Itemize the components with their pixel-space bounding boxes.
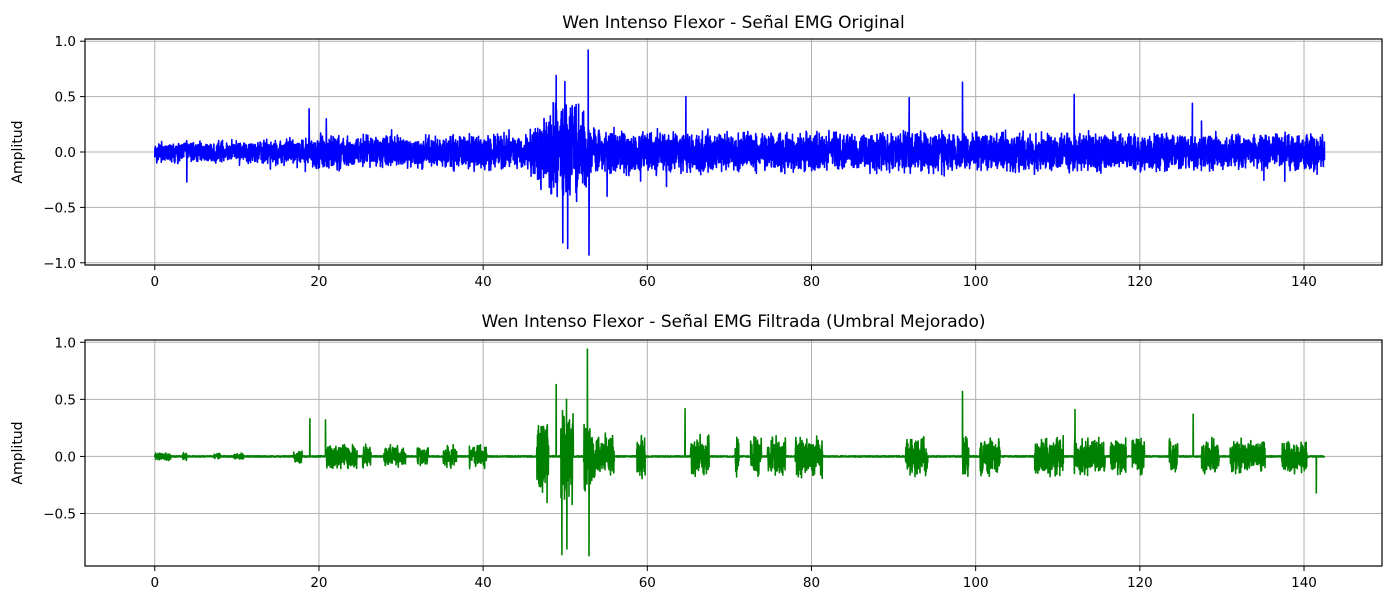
y-tick-label: 1.0 <box>55 335 76 351</box>
x-tick-label: 20 <box>310 274 327 290</box>
y-tick-label: −0.5 <box>43 506 76 522</box>
y-axis-label: Amplitud <box>10 421 26 484</box>
x-tick-label: 80 <box>803 575 820 591</box>
plot-frame <box>84 339 1383 567</box>
y-tick-label: 1.0 <box>55 34 76 50</box>
x-tick-label: 60 <box>639 274 656 290</box>
x-tick-label: 60 <box>639 575 656 591</box>
x-tick-label: 80 <box>803 274 820 290</box>
y-tick-label: 0.0 <box>55 145 76 161</box>
y-axis-label: Amplitud <box>10 120 26 183</box>
x-tick-label: 120 <box>1127 575 1153 591</box>
x-tick-label: 20 <box>310 575 327 591</box>
signal-line <box>154 348 1326 557</box>
chart-title: Wen Intenso Flexor - Señal EMG Filtrada … <box>482 312 986 332</box>
x-tick-label: 40 <box>475 575 492 591</box>
x-tick-label: 140 <box>1291 575 1317 591</box>
x-tick-label: 100 <box>963 575 989 591</box>
y-tick-label: 0.0 <box>55 449 76 465</box>
x-tick-label: 0 <box>150 274 159 290</box>
y-tick-label: 0.5 <box>55 90 76 106</box>
y-tick-label: −1.0 <box>43 256 76 272</box>
x-tick-label: 40 <box>475 274 492 290</box>
signal-line <box>154 49 1326 256</box>
original-emg-panel: 0 20 40 60 80 100 120 140 −1.0 −0.5 0.0 0.5 1.0 Wen I… <box>10 13 1383 290</box>
x-tick-label: 140 <box>1291 274 1317 290</box>
y-tick-label: −0.5 <box>43 200 76 216</box>
y-tick-label: 0.5 <box>55 392 76 408</box>
x-tick-label: 120 <box>1127 274 1153 290</box>
chart-title: Wen Intenso Flexor - Señal EMG Original <box>562 13 904 33</box>
filtered-emg-panel: 0 20 40 60 80 100 120 140 −0.5 0.0 0.5 1.0 Wen Inten… <box>10 312 1383 591</box>
x-tick-label: 0 <box>150 575 159 591</box>
x-tick-label: 100 <box>963 274 989 290</box>
